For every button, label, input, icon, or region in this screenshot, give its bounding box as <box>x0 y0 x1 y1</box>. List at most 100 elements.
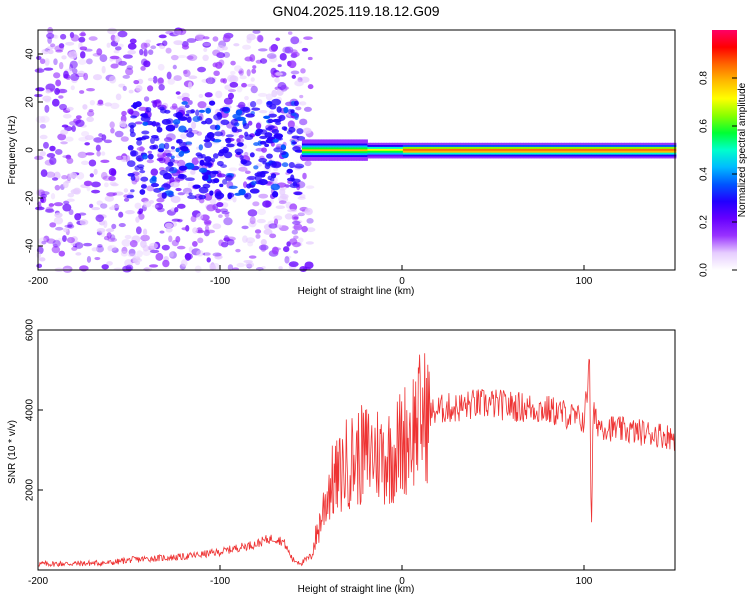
spectrogram-cell <box>227 92 234 100</box>
spectrogram-cell <box>621 144 625 147</box>
spectrogram-cell <box>80 51 86 59</box>
spectrogram-cell <box>234 192 242 196</box>
spectrogram-cell <box>106 42 111 48</box>
spectrogram-cell <box>142 228 148 236</box>
spectrogram-cell <box>72 68 78 74</box>
spectrogram-cell <box>509 152 513 155</box>
spectrogram-cell <box>550 144 554 147</box>
spectrogram-cell <box>100 171 108 180</box>
spectrogram-cell <box>163 142 170 150</box>
spectrogram-cell <box>205 229 216 234</box>
spectrogram-cell <box>536 148 540 151</box>
spectrogram-cell <box>525 146 529 149</box>
spectrogram-cell <box>206 204 216 212</box>
spectrogram-cell <box>291 74 297 79</box>
spectrogram-cell <box>364 139 368 142</box>
spectrogram-cell <box>301 149 306 152</box>
spectrogram-cell <box>648 142 652 145</box>
spectrogram-cell <box>35 206 45 211</box>
spectrogram-cell <box>118 211 124 218</box>
spectrogram-cell <box>443 144 448 147</box>
spectrogram-cell <box>152 144 159 150</box>
spectrogram-cell <box>446 144 450 147</box>
spectrogram-cell <box>514 154 519 157</box>
spectrogram-cell <box>307 158 311 161</box>
spectrogram-cell <box>397 156 401 159</box>
spectrogram-cell <box>53 34 59 39</box>
spectrogram-cell <box>596 146 600 149</box>
spectrogram-cell <box>312 150 317 154</box>
spectrogram-cell <box>257 208 267 216</box>
spectrogram-cell <box>610 154 614 157</box>
spectrogram-cell <box>186 131 195 138</box>
spectrogram-cell <box>342 145 347 148</box>
spectrogram-cell <box>323 154 327 157</box>
spectrogram-cell <box>662 156 666 159</box>
spectrogram-cell <box>361 154 366 157</box>
spectrogram-cell <box>424 150 428 153</box>
spectrogram-cell <box>427 152 431 155</box>
spectrogram-cell <box>375 144 379 147</box>
spectrogram-cell <box>561 148 565 151</box>
spectrogram-cell <box>104 195 115 202</box>
spectrogram-cell <box>364 158 368 161</box>
spectrogram-cell <box>75 252 82 256</box>
spectrogram-cell <box>145 39 152 44</box>
spectrogram-cell <box>280 150 287 156</box>
spectrogram-cell <box>170 146 175 150</box>
spectrogram-cell <box>164 109 171 114</box>
spectrogram-cell <box>520 144 524 147</box>
spectrogram-cell <box>96 227 106 233</box>
spectrogram-cell <box>312 158 317 161</box>
spectrogram-cell <box>670 146 674 149</box>
spectrogram-cell <box>93 168 98 175</box>
spectrogram-cell <box>555 142 559 145</box>
spectrogram-cell <box>181 145 189 152</box>
spectrogram-cell <box>512 148 516 151</box>
spectrogram-cell <box>318 150 322 154</box>
spectrogram-cell <box>615 152 620 155</box>
spectrogram-cell <box>411 150 415 153</box>
spectrogram-cell <box>624 150 628 153</box>
spectrogram-cell <box>566 148 570 151</box>
spectrogram-cell <box>654 146 658 149</box>
spectrogram-cell <box>117 30 128 38</box>
spectrogram-cell <box>278 200 287 205</box>
spectrogram-cell <box>321 141 325 144</box>
spectrogram-cell <box>205 77 216 85</box>
spectrogram-cell <box>168 235 173 243</box>
spectrogram-cell <box>645 148 650 151</box>
spectrogram-cell <box>80 31 86 37</box>
spectrogram-cell <box>438 152 442 155</box>
spectrogram-cell <box>216 201 224 208</box>
spectrogram-cell <box>356 156 360 159</box>
spectrogram-cell <box>637 156 641 159</box>
spectrogram-cell <box>509 156 513 159</box>
spectrogram-cell <box>128 89 134 94</box>
spectrogram-cell <box>569 146 573 149</box>
spectrogram-cell <box>107 27 117 35</box>
spectrogram-cell <box>321 158 325 161</box>
spectrogram-xtick-label: 0 <box>399 276 405 287</box>
spectrogram-cell <box>129 240 138 248</box>
spectrogram-cell <box>326 154 330 157</box>
spectrogram-cell <box>490 154 494 157</box>
snr-xtick-label: -200 <box>28 576 48 587</box>
spectrogram-cell <box>378 142 382 145</box>
spectrogram-cell <box>301 143 306 146</box>
spectrogram-cell <box>465 148 469 151</box>
colorbar: 0.00.20.40.60.8 Normalized spectral ampl… <box>699 30 748 277</box>
spectrogram-cell <box>84 142 90 146</box>
spectrogram-cell <box>86 58 93 65</box>
spectrogram-cell <box>607 148 611 151</box>
spectrogram-cell <box>271 98 282 106</box>
spectrogram-cell <box>142 121 149 126</box>
spectrogram-cell <box>108 176 116 182</box>
spectrogram-cell <box>422 142 426 145</box>
spectrogram-cell <box>35 115 46 123</box>
spectrogram-cell <box>300 68 306 74</box>
spectrogram-cell <box>476 148 480 151</box>
spectrogram-cell <box>656 146 660 149</box>
spectrogram-cell <box>187 181 195 189</box>
spectrogram-cell <box>139 170 146 174</box>
